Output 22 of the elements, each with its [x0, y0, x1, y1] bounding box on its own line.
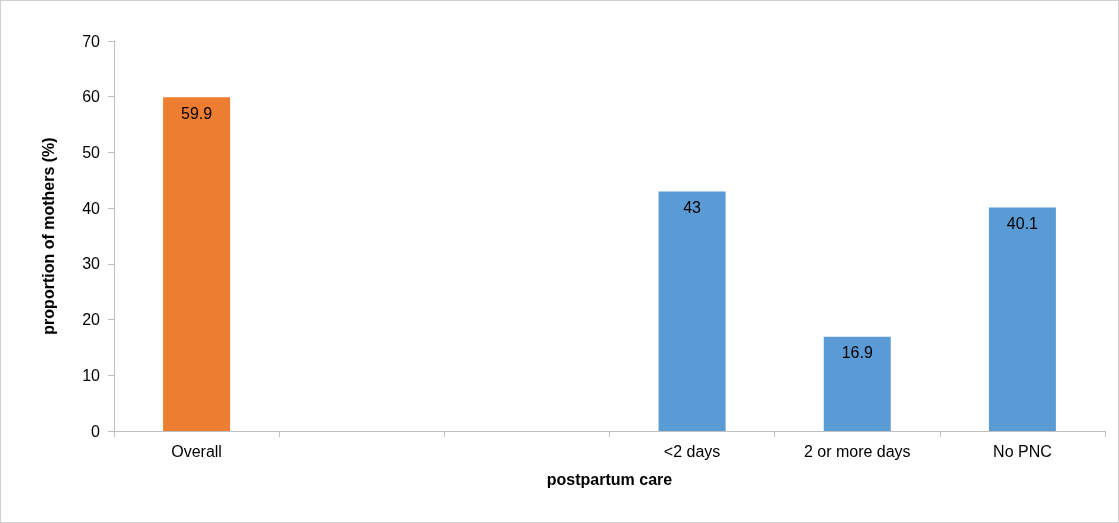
bar — [823, 336, 891, 431]
y-tick-label: 50 — [82, 143, 101, 161]
bar — [163, 97, 231, 431]
data-label: 43 — [683, 198, 702, 216]
data-label: 59.9 — [181, 104, 213, 122]
x-tick-label: 2 or more days — [803, 442, 911, 460]
y-tick-label: 60 — [82, 88, 101, 106]
y-tick-label: 70 — [82, 32, 101, 50]
bar — [658, 191, 726, 431]
y-axis-title: proportion of mothers (%) — [39, 137, 57, 335]
y-tick-label: 40 — [82, 199, 101, 217]
x-tick-label: Overall — [171, 442, 222, 460]
data-label: 16.9 — [841, 344, 873, 362]
x-axis-title: postpartum care — [546, 470, 673, 488]
bar — [988, 207, 1056, 431]
x-tick-label: <2 days — [663, 442, 721, 460]
y-tick-label: 30 — [82, 255, 101, 273]
y-tick-label: 0 — [91, 422, 101, 440]
x-tick-label: No PNC — [993, 442, 1052, 460]
y-tick-label: 10 — [82, 366, 101, 384]
data-label: 40.1 — [1006, 215, 1039, 233]
y-tick-label: 20 — [82, 311, 101, 329]
